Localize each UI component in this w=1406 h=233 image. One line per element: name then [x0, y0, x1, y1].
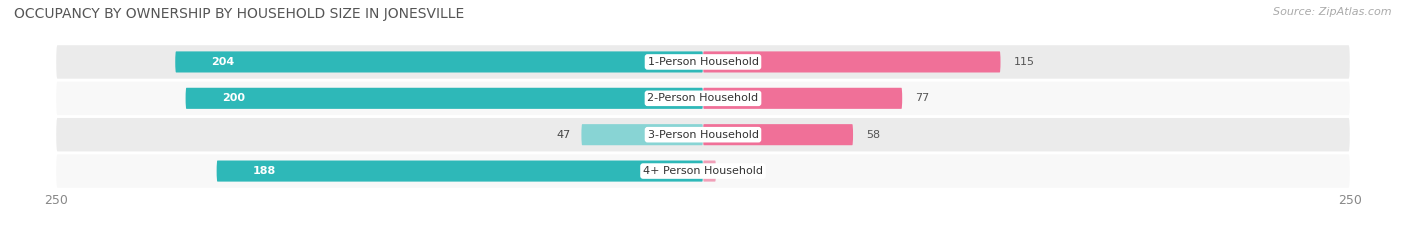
Text: 1-Person Household: 1-Person Household: [648, 57, 758, 67]
FancyBboxPatch shape: [582, 124, 703, 145]
Text: 5: 5: [728, 166, 735, 176]
FancyBboxPatch shape: [56, 82, 1350, 115]
Legend: Owner-occupied, Renter-occupied: Owner-occupied, Renter-occupied: [582, 229, 824, 233]
Text: 204: 204: [211, 57, 235, 67]
FancyBboxPatch shape: [703, 124, 853, 145]
FancyBboxPatch shape: [176, 51, 703, 72]
Text: 2-Person Household: 2-Person Household: [647, 93, 759, 103]
FancyBboxPatch shape: [217, 161, 703, 182]
FancyBboxPatch shape: [56, 45, 1350, 79]
Text: 3-Person Household: 3-Person Household: [648, 130, 758, 140]
FancyBboxPatch shape: [703, 88, 903, 109]
Text: 58: 58: [866, 130, 880, 140]
FancyBboxPatch shape: [703, 51, 1001, 72]
Text: 188: 188: [253, 166, 276, 176]
Text: 47: 47: [557, 130, 571, 140]
FancyBboxPatch shape: [703, 161, 716, 182]
Text: 77: 77: [915, 93, 929, 103]
Text: Source: ZipAtlas.com: Source: ZipAtlas.com: [1274, 7, 1392, 17]
Text: 4+ Person Household: 4+ Person Household: [643, 166, 763, 176]
FancyBboxPatch shape: [56, 154, 1350, 188]
Text: 200: 200: [222, 93, 245, 103]
FancyBboxPatch shape: [56, 118, 1350, 151]
Text: 115: 115: [1014, 57, 1035, 67]
Text: OCCUPANCY BY OWNERSHIP BY HOUSEHOLD SIZE IN JONESVILLE: OCCUPANCY BY OWNERSHIP BY HOUSEHOLD SIZE…: [14, 7, 464, 21]
FancyBboxPatch shape: [186, 88, 703, 109]
